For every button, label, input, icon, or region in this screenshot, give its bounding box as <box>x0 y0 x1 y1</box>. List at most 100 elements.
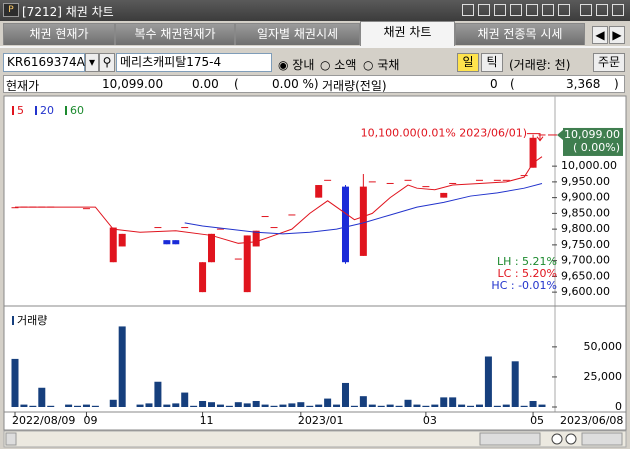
paren: ) <box>614 77 619 91</box>
zoom-out[interactable] <box>551 433 563 445</box>
radio-selected[interactable]: ◉ 장내 <box>278 58 315 72</box>
dropdown-button[interactable]: ▾ <box>85 53 99 72</box>
volume-bar <box>225 405 233 407</box>
tab[interactable]: 채권 전종목 시세 <box>455 23 585 45</box>
current-box <box>563 127 623 156</box>
volume-bar <box>234 402 242 407</box>
legend-label: 60 <box>70 104 84 117</box>
search-button[interactable]: ⚲ <box>99 53 115 72</box>
tab-scroll-right[interactable]: ▶ <box>609 26 625 44</box>
paren: ( <box>510 77 515 91</box>
x-tick-label: 11 <box>200 414 214 427</box>
volume-bar <box>190 405 198 407</box>
app-logo: P <box>3 3 19 17</box>
volume-bar <box>386 404 394 407</box>
candle-body <box>208 233 216 263</box>
legend-label: 20 <box>40 104 54 117</box>
v-tick-label: 25,000 <box>584 370 623 383</box>
icon-button[interactable] <box>510 4 522 16</box>
close-button[interactable] <box>612 4 624 16</box>
volume-bar <box>458 404 466 407</box>
y-tick-label: 9,600.00 <box>561 285 610 298</box>
candle-body <box>199 262 207 293</box>
window-title: [7212] 채권 차트 <box>22 5 114 19</box>
scroll-thumb[interactable] <box>479 432 541 446</box>
tab-active[interactable]: 채권 차트 <box>360 21 455 46</box>
candle-body <box>118 233 126 247</box>
v-tick-label: 50,000 <box>584 340 623 353</box>
y-tick-label: 9,900.00 <box>561 191 610 204</box>
icon-button[interactable] <box>494 4 506 16</box>
tab-scroll-left[interactable]: ◀ <box>592 26 608 44</box>
volume-label: 거래량(전일) <box>322 79 387 93</box>
volume-bar <box>136 404 144 407</box>
volume-bar <box>118 326 126 407</box>
volume-bar <box>449 397 457 407</box>
code-input[interactable]: KR6169374AC2 <box>3 53 101 72</box>
scrollbar[interactable] <box>3 430 627 448</box>
y-tick-label: 9,850.00 <box>561 206 610 219</box>
icon-button[interactable] <box>542 4 554 16</box>
candle-body <box>440 192 448 198</box>
candle-body <box>172 240 180 245</box>
volume-title: 거래량 <box>17 314 47 327</box>
icon-button[interactable] <box>558 4 570 16</box>
volume-bar <box>243 403 251 407</box>
volume-bar <box>216 404 224 407</box>
volume-bar <box>324 398 332 407</box>
chart-frame <box>3 95 627 431</box>
scroll-left[interactable] <box>5 432 17 446</box>
scroll-controls[interactable] <box>581 432 623 446</box>
volume-bar <box>20 404 28 407</box>
volume-bar <box>511 361 519 407</box>
day-button[interactable]: 일 <box>457 53 479 72</box>
tab[interactable]: 일자별 채권시세 <box>235 23 360 45</box>
tick-button[interactable]: 틱 <box>481 53 503 72</box>
order-button[interactable]: 주문 <box>593 53 625 72</box>
annotation: 10,100.00(0.01% 2023/06/01) <box>361 127 527 140</box>
candle-body <box>252 230 260 247</box>
y-tick-label: 9,700.00 <box>561 254 610 267</box>
annotation-arrow <box>527 133 544 142</box>
volume-bar <box>11 358 19 407</box>
radio-label: 소액 <box>334 58 357 72</box>
icon-button[interactable] <box>478 4 490 16</box>
tab[interactable]: 채권 현재가 <box>3 23 115 45</box>
change-value: 0.00 <box>192 77 219 91</box>
minimize-button[interactable] <box>580 4 592 16</box>
volume-bar <box>91 405 99 407</box>
radio-label: 국채 <box>377 58 400 72</box>
volume-bar <box>82 404 90 407</box>
volume-bar <box>154 381 162 407</box>
volume-bar <box>65 404 73 407</box>
volume-bar <box>199 400 207 407</box>
radio[interactable]: ○ 소액 <box>320 58 357 72</box>
volume-bar <box>261 404 269 407</box>
candle-body <box>529 137 537 168</box>
volume-bar <box>208 402 216 407</box>
volume-bar <box>529 400 537 407</box>
volume-bar <box>38 387 46 407</box>
zoom-in[interactable] <box>565 433 577 445</box>
volume-bar <box>306 405 314 407</box>
candle-body <box>315 185 323 198</box>
tab-underline <box>0 46 630 48</box>
volume-bar <box>350 405 358 407</box>
volume-bar <box>297 402 305 407</box>
icon-button[interactable] <box>526 4 538 16</box>
y-tick-label: 9,950.00 <box>561 175 610 188</box>
y-tick-label: 9,800.00 <box>561 222 610 235</box>
radio[interactable]: ○ 국채 <box>363 58 400 72</box>
legend-label: 5 <box>17 104 24 117</box>
current-pointer <box>557 129 563 140</box>
maximize-button[interactable] <box>596 4 608 16</box>
volume-bar <box>493 405 501 407</box>
icon-button[interactable] <box>462 4 474 16</box>
tab[interactable]: 복수 채권현재가 <box>115 23 235 45</box>
volume-bar <box>431 404 439 407</box>
name-input[interactable]: 메리츠캐피탈175-4 <box>116 53 272 72</box>
legend-swatch <box>65 106 67 115</box>
candle-body <box>109 227 117 263</box>
indicator: LH : 5.21% <box>497 255 557 268</box>
volume-bar <box>163 404 171 407</box>
